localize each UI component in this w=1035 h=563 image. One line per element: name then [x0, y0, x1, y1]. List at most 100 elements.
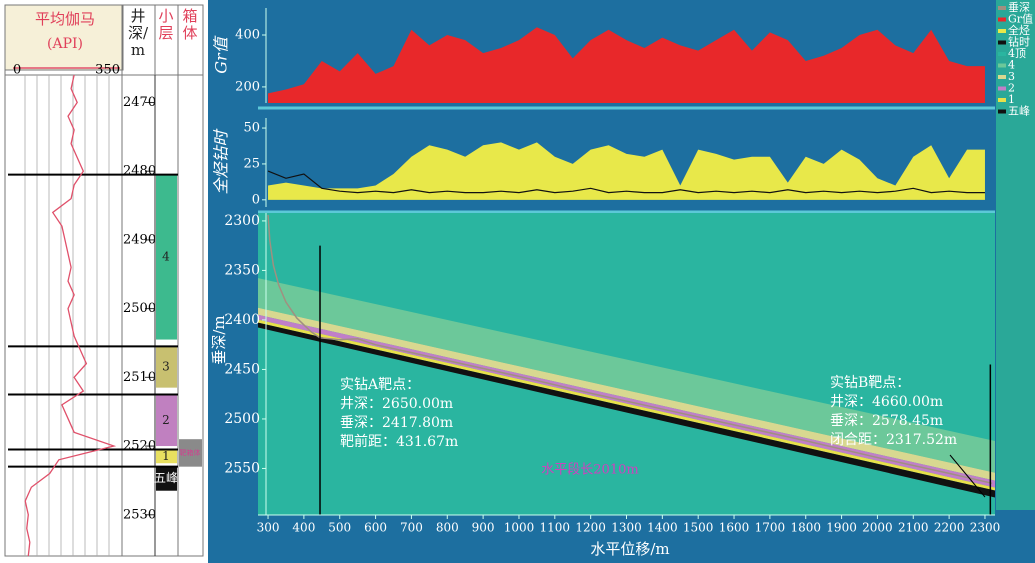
x-tick-label: 1300 — [611, 521, 642, 535]
x-tick-label: 0 — [13, 63, 21, 78]
layer-band — [258, 307, 995, 481]
y-tick-label: 2510 — [123, 370, 156, 385]
y-tick-label: 0 — [252, 192, 260, 207]
x-tick-label: 2200 — [934, 521, 965, 535]
box-header: 箱体 — [182, 7, 198, 42]
x-tick-label: 1800 — [790, 521, 821, 535]
y-tick-label: 200 — [235, 79, 260, 94]
leader-line — [949, 454, 986, 498]
x-tick-label: 800 — [436, 521, 459, 535]
legend-label: 2 — [1008, 82, 1015, 95]
y-tick-label: 2490 — [123, 232, 156, 247]
series-area — [268, 142, 985, 200]
segment-label: 水平段长2010m — [541, 463, 638, 478]
x-tick-label: 300 — [257, 521, 280, 535]
x-tick-label: 2100 — [898, 521, 929, 535]
x-tick-label: 2300 — [970, 521, 1001, 535]
layer-block — [156, 449, 177, 464]
x-axis-label: 水平位移/m — [590, 540, 669, 558]
x-tick-label: 1000 — [504, 521, 535, 535]
legend-label: 全烃 — [1008, 23, 1030, 37]
x-tick-label: 400 — [292, 521, 315, 535]
legend-label: 4顶 — [1008, 47, 1026, 60]
annotation: 井深：4660.00m — [830, 394, 943, 410]
box-block — [179, 439, 202, 467]
layer-label: 4 — [162, 250, 170, 264]
log-header — [4, 4, 124, 71]
legend-swatch — [998, 40, 1006, 45]
layer-label: 1 — [162, 449, 170, 463]
layer-header: 小层 — [158, 7, 174, 42]
x-tick-label: 1200 — [575, 521, 606, 535]
layer-label: 3 — [162, 360, 170, 374]
annotation: 实钻B靶点： — [830, 375, 910, 391]
layer-band — [258, 322, 995, 498]
layer-block — [156, 346, 177, 388]
x-tick-label: 1900 — [826, 521, 857, 535]
log-subtitle: (API) — [47, 36, 83, 52]
layer-block — [156, 394, 177, 447]
legend-swatch — [998, 17, 1006, 22]
legend-swatch — [998, 6, 1006, 10]
legend-swatch — [998, 52, 1006, 56]
track-label: Gr值 — [212, 35, 231, 73]
legend-label: Gr值 — [1008, 13, 1033, 26]
annotation: 垂深：2417.80m — [340, 415, 453, 431]
gamma-curve — [24, 74, 117, 557]
x-tick-label: 600 — [364, 521, 387, 535]
layer-label: 五峰 — [154, 471, 178, 485]
layer-band — [258, 319, 995, 491]
y-tick-label: 400 — [235, 27, 260, 42]
y-tick-label: 2350 — [224, 262, 260, 278]
annotation: 靶前距：431.67m — [340, 433, 458, 450]
track-label: 全烃钻时 — [212, 129, 231, 195]
legend-swatch — [998, 29, 1006, 33]
y-tick-label: 2500 — [123, 301, 156, 316]
annotation: 实钻A靶点： — [340, 377, 420, 393]
y-tick-label: 2470 — [123, 95, 156, 110]
y-tick-label: 2480 — [123, 164, 156, 179]
legend-swatch — [998, 63, 1006, 68]
x-tick-label: 900 — [472, 521, 495, 535]
x-tick-label: 350 — [95, 63, 120, 78]
y-tick-label: 50 — [243, 121, 260, 136]
y-tick-label: 2450 — [224, 361, 260, 377]
log-title: 平均伽马 — [35, 10, 95, 28]
x-tick-label: 1500 — [683, 521, 714, 535]
y-axis-label: 垂深/m — [210, 315, 228, 364]
legend-label: 钻时 — [1008, 35, 1030, 49]
x-tick-label: 500 — [328, 521, 351, 535]
y-tick-label: 2520 — [123, 439, 156, 454]
layer-block — [156, 466, 177, 491]
legend-label: 垂深 — [1008, 1, 1030, 14]
y-tick-label: 2550 — [224, 460, 260, 476]
legend-swatch — [998, 98, 1006, 102]
legend-label: 五峰 — [1008, 105, 1030, 118]
series-line — [267, 170, 985, 194]
y-tick-label: 25 — [243, 156, 260, 171]
x-tick-label: 1400 — [647, 521, 678, 535]
y-tick-label: 2300 — [224, 213, 260, 229]
y-tick-label: 2500 — [224, 411, 260, 427]
legend-label: 4 — [1008, 59, 1015, 72]
annotation: 井深：2650.00m — [340, 396, 453, 412]
legend-swatch — [998, 75, 1006, 79]
layer-band — [258, 278, 995, 473]
layer-label: 2 — [162, 413, 170, 427]
y-tick-label: 2400 — [224, 312, 260, 328]
x-tick-label: 1100 — [540, 521, 571, 535]
legend-label: 1 — [1008, 93, 1015, 106]
legend-swatch — [998, 86, 1006, 91]
series-area — [268, 27, 985, 104]
x-tick-label: 1700 — [755, 521, 786, 535]
box-label: 靶箱体 — [180, 448, 201, 457]
legend-bg — [996, 0, 1035, 510]
y-tick-label: 2530 — [123, 507, 156, 522]
x-tick-label: 1600 — [719, 521, 750, 535]
layer-block — [156, 174, 177, 340]
legend-swatch — [998, 109, 1006, 114]
legend-label: 3 — [1008, 70, 1015, 83]
annotation: 垂深：2578.45m — [830, 413, 943, 429]
